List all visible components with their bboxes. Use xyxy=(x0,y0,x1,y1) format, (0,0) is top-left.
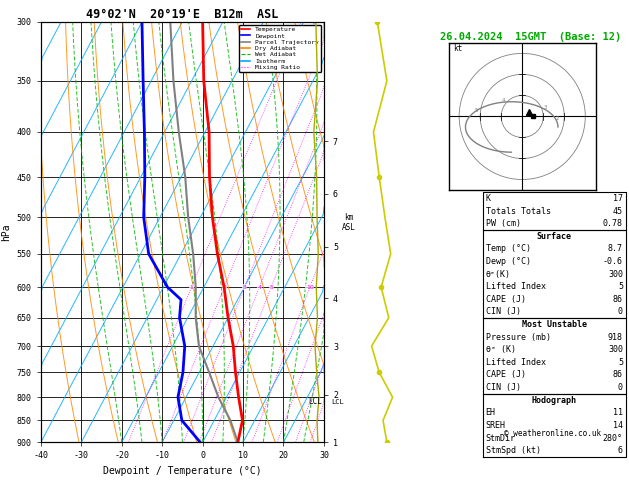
Text: 0.78: 0.78 xyxy=(603,219,623,228)
Text: CIN (J): CIN (J) xyxy=(486,383,521,392)
Text: SREH: SREH xyxy=(486,421,506,430)
Text: Hodograph: Hodograph xyxy=(532,396,577,405)
Text: θᵉ (K): θᵉ (K) xyxy=(486,345,516,354)
Text: CIN (J): CIN (J) xyxy=(486,308,521,316)
Text: 918: 918 xyxy=(608,332,623,342)
Text: LCL: LCL xyxy=(308,398,322,406)
Y-axis label: hPa: hPa xyxy=(1,223,11,241)
Text: 86: 86 xyxy=(613,370,623,380)
Text: Most Unstable: Most Unstable xyxy=(522,320,587,329)
Text: StmSpd (kt): StmSpd (kt) xyxy=(486,446,540,455)
Text: 300: 300 xyxy=(608,345,623,354)
Text: Lifted Index: Lifted Index xyxy=(486,282,545,291)
Text: Dewp (°C): Dewp (°C) xyxy=(486,257,531,266)
Text: PW (cm): PW (cm) xyxy=(486,219,521,228)
Text: StmDir: StmDir xyxy=(486,434,516,443)
Y-axis label: km
ASL: km ASL xyxy=(342,213,356,232)
Text: 4: 4 xyxy=(257,285,262,290)
Title: 49°02'N  20°19'E  B12m  ASL: 49°02'N 20°19'E B12m ASL xyxy=(86,8,279,21)
Text: Totals Totals: Totals Totals xyxy=(486,207,550,216)
Text: 11: 11 xyxy=(613,408,623,417)
Text: © weatheronline.co.uk: © weatheronline.co.uk xyxy=(504,429,601,438)
Text: 10: 10 xyxy=(306,285,314,290)
Text: 300: 300 xyxy=(608,270,623,278)
Text: 5: 5 xyxy=(475,108,478,113)
Text: 2: 2 xyxy=(556,116,559,121)
Text: 6: 6 xyxy=(618,446,623,455)
Text: 1: 1 xyxy=(189,285,194,290)
Text: 8.7: 8.7 xyxy=(608,244,623,253)
Text: 45: 45 xyxy=(613,207,623,216)
Text: 14: 14 xyxy=(613,421,623,430)
X-axis label: Dewpoint / Temperature (°C): Dewpoint / Temperature (°C) xyxy=(103,466,262,476)
Text: 5: 5 xyxy=(269,285,273,290)
Text: CAPE (J): CAPE (J) xyxy=(486,295,526,304)
Text: 17: 17 xyxy=(613,194,623,203)
Text: 0: 0 xyxy=(618,308,623,316)
Text: 5: 5 xyxy=(618,358,623,367)
Text: 3: 3 xyxy=(544,105,547,110)
Text: 86: 86 xyxy=(613,295,623,304)
Text: 26.04.2024  15GMT  (Base: 12): 26.04.2024 15GMT (Base: 12) xyxy=(440,33,621,42)
Text: 3: 3 xyxy=(243,285,247,290)
Legend: Temperature, Dewpoint, Parcel Trajectory, Dry Adiabat, Wet Adiabat, Isotherm, Mi: Temperature, Dewpoint, Parcel Trajectory… xyxy=(239,25,321,72)
Text: Pressure (mb): Pressure (mb) xyxy=(486,332,550,342)
Text: CAPE (J): CAPE (J) xyxy=(486,370,526,380)
Text: 0: 0 xyxy=(618,383,623,392)
Text: kt: kt xyxy=(453,44,462,53)
Text: 5: 5 xyxy=(618,282,623,291)
Text: EH: EH xyxy=(486,408,496,417)
Text: -0.6: -0.6 xyxy=(603,257,623,266)
Text: 4: 4 xyxy=(501,98,504,104)
Text: 280°: 280° xyxy=(603,434,623,443)
Text: Temp (°C): Temp (°C) xyxy=(486,244,531,253)
Text: K: K xyxy=(486,194,491,203)
Text: Surface: Surface xyxy=(537,232,572,241)
Text: Lifted Index: Lifted Index xyxy=(486,358,545,367)
Text: LCL: LCL xyxy=(331,399,343,405)
Text: θᵉ(K): θᵉ(K) xyxy=(486,270,511,278)
Text: 2: 2 xyxy=(222,285,226,290)
